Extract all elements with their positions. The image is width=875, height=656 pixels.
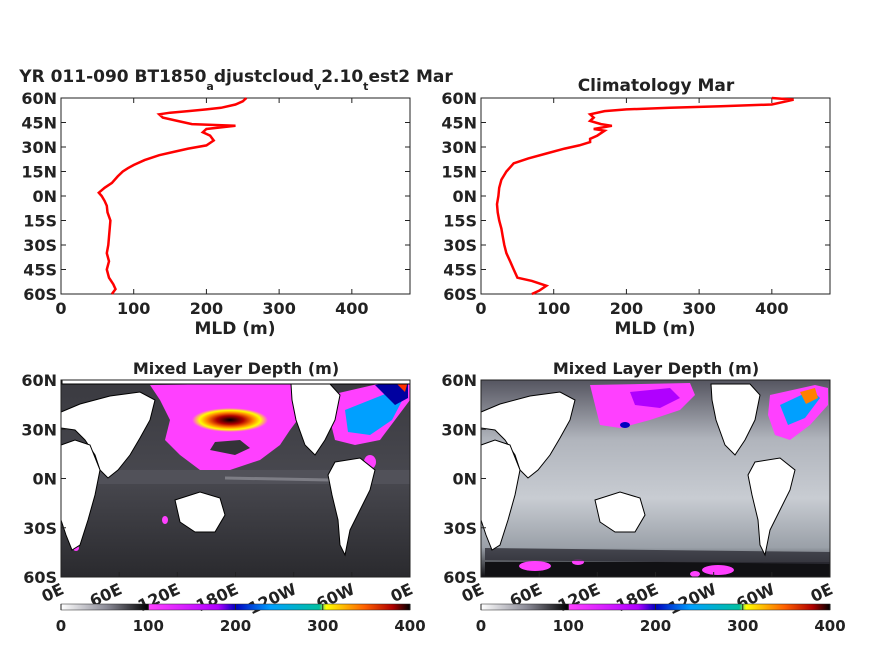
map-right-ytick-label: 0N: [452, 470, 477, 489]
map-left-xtick-label: 120W: [245, 579, 300, 618]
map-right-colorbar-label: 400: [814, 617, 845, 635]
profile-left-ytick-label: 45N: [21, 114, 57, 133]
profile-left-ytick-label: 30N: [21, 138, 57, 157]
map-right-xtick-label: 120W: [665, 579, 720, 618]
profile-left-ytick-label: 60N: [21, 89, 57, 108]
profile-left-ytick-label: 45S: [23, 261, 57, 280]
map-left-continents: [60, 379, 411, 557]
profile-left-ytick-label: 30S: [23, 236, 57, 255]
profile-right-ytick-label: 60N: [441, 89, 477, 108]
profile-right-xtick-label: 100: [537, 299, 570, 318]
map-right-ytick-label: 30N: [441, 420, 477, 439]
profile-left-ytick-label: 0N: [32, 187, 57, 206]
profile-right-axes: [480, 97, 831, 295]
map-left-colorbar-label: 100: [133, 617, 164, 635]
profile-left-series-line: [97, 97, 248, 295]
profile-left-xlabel: MLD (m): [194, 319, 275, 339]
profile-left-xtick-label: 400: [335, 299, 368, 318]
map-right-ytick-label: 60N: [441, 371, 477, 390]
map-left-panel: Mixed Layer Depth (m) 60: [21, 359, 425, 635]
map-left-ytick-label: 60N: [21, 371, 57, 390]
profile-left-ytick-label: 60S: [23, 285, 57, 304]
map-right-title: Mixed Layer Depth (m): [553, 359, 759, 378]
profile-left-xtick-label: 200: [190, 299, 223, 318]
profile-left-title: YR 011-090 BT1850adjustcloudv2.10test2 M…: [18, 67, 453, 93]
profile-right-xtick-label: 200: [610, 299, 643, 318]
map-left-colorbar-label: 200: [220, 617, 251, 635]
profile-right-ytick-label: 30N: [441, 138, 477, 157]
map-right-colorbar-label: 100: [553, 617, 584, 635]
profile-left-axes: [60, 97, 411, 295]
profile-right-ytick-label: 15N: [441, 163, 477, 182]
map-right-ytick-label: 60S: [443, 568, 477, 587]
profile-left-panel: YR 011-090 BT1850adjustcloudv2.10test2 M…: [18, 67, 453, 339]
profile-right-xtick-label: 0: [475, 299, 486, 318]
map-left-colorbar-label: 400: [394, 617, 425, 635]
profile-right-title: Climatology Mar: [578, 76, 735, 96]
profile-right-xtick-label: 400: [755, 299, 788, 318]
map-right-field: [481, 380, 830, 577]
map-right-colorbar-label: 0: [476, 617, 486, 635]
profile-right-ytick-label: 60S: [443, 285, 477, 304]
profile-right-ytick-label: 45N: [441, 114, 477, 133]
map-left-xtick-label: 0E: [388, 579, 416, 606]
profile-right-ytick-label: 15S: [443, 212, 477, 231]
profile-right-series-line: [495, 96, 794, 296]
map-left-colorbar-label: 0: [56, 617, 66, 635]
profile-right-ytick-label: 45S: [443, 261, 477, 280]
map-right-xtick-label: 0E: [808, 579, 836, 606]
map-right-colorbar-label: 300: [727, 617, 758, 635]
map-left-colorbar-label: 300: [307, 617, 338, 635]
profile-left-ytick-label: 15S: [23, 212, 57, 231]
map-right-ytick-label: 30S: [443, 519, 477, 538]
map-left-title: Mixed Layer Depth (m): [133, 359, 339, 378]
map-right-continents: [480, 383, 796, 557]
profile-left-xtick-label: 0: [55, 299, 66, 318]
profile-left-ytick-label: 15N: [21, 163, 57, 182]
profile-left-xtick-label: 300: [262, 299, 295, 318]
profile-left-xtick-label: 100: [117, 299, 150, 318]
map-left-ytick-label: 0N: [32, 470, 57, 489]
map-left-ytick-label: 30N: [21, 420, 57, 439]
profile-right-ytick-label: 0N: [452, 187, 477, 206]
map-right-colorbar-label: 200: [640, 617, 671, 635]
map-left-ytick-label: 30S: [23, 519, 57, 538]
profile-right-panel: Climatology Mar 60N 45N 30N 15N 0N 15S 30S 45S 6…: [441, 76, 831, 339]
profile-right-ytick-label: 30S: [443, 236, 477, 255]
profile-right-xtick-label: 300: [682, 299, 715, 318]
map-left-ytick-label: 60S: [23, 568, 57, 587]
profile-right-xlabel: MLD (m): [614, 319, 695, 339]
